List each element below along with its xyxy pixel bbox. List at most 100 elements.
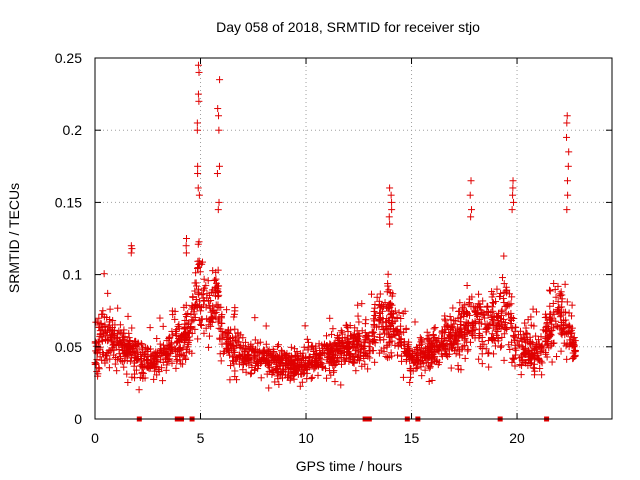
data-point [447,323,455,331]
data-point [316,351,324,359]
data-point [500,316,508,324]
data-point [138,369,146,377]
data-point [215,198,223,206]
data-point [438,328,446,336]
data-point [388,206,396,214]
data-point [318,362,326,370]
plot-frame [94,57,613,420]
data-point [194,162,202,170]
data-point [172,327,180,335]
data-point [203,290,211,298]
data-point [184,310,192,318]
data-point [325,350,333,358]
data-point [389,310,397,318]
data-point [481,320,489,328]
data-point [138,341,146,349]
data-point [204,297,212,305]
data-point [202,303,210,311]
data-point [553,353,561,361]
data-point [301,322,309,330]
y-tick-label: 0.1 [63,267,83,283]
data-point [205,343,213,351]
data-point [196,268,204,276]
data-point [251,314,259,322]
data-point [566,336,574,344]
data-point [194,170,202,178]
data-point [200,329,208,337]
data-point [213,170,221,178]
data-point [109,316,117,324]
data-point [529,364,537,372]
data-point [103,349,111,357]
data-point [464,347,472,355]
data-point [214,287,222,295]
data-point [402,357,410,365]
data-point [182,301,190,309]
data-point [313,356,321,364]
data-point [358,362,366,370]
data-point [452,328,460,336]
data-point [456,313,464,321]
data-point [434,347,442,355]
data-point [235,338,243,346]
data-point [233,376,241,384]
data-point [521,319,529,327]
data-point [547,340,555,348]
data-point [188,317,196,325]
data-point [492,298,500,306]
data-point [484,337,492,345]
x-tick-label: 20 [509,430,525,446]
data-point [354,312,362,320]
data-point [324,346,332,354]
data-point [328,359,336,367]
data-point [479,297,487,305]
data-point [403,342,411,350]
data-point [564,162,572,170]
data-point [255,361,263,369]
y-tick-label: 0.05 [55,339,82,355]
data-point [417,360,425,368]
data-point [416,334,424,342]
data-point [151,355,159,363]
data-point [554,298,562,306]
data-point [465,300,473,308]
data-point [127,242,135,250]
data-point [283,349,291,357]
data-point [542,350,550,358]
data-point [352,367,360,375]
data-point [139,374,147,382]
data-point [183,346,191,354]
data-point [353,327,361,335]
data-point [376,290,384,298]
data-point [322,342,330,350]
data-point [469,324,477,332]
data-point [493,331,501,339]
data-point [223,345,231,353]
data-point [134,356,142,364]
data-point [298,353,306,361]
data-point [163,361,171,369]
data-point [190,308,198,316]
data-point [443,341,451,349]
data-point [394,351,402,359]
data-point [485,363,493,371]
data-point [144,356,152,364]
data-point [117,357,125,365]
data-point [273,369,281,377]
data-point [283,373,291,381]
data-point [300,343,308,351]
data-point [123,370,131,378]
data-point [456,320,464,328]
data-point [422,354,430,362]
data-point [375,316,383,324]
data-point [518,337,526,345]
data-point [310,365,318,373]
data-point [555,309,563,317]
data-point [349,353,357,361]
data-point [447,316,455,324]
data-point [521,350,529,358]
data-point [370,336,378,344]
data-point [383,288,391,296]
data-point [371,358,379,366]
data-point [273,342,281,350]
